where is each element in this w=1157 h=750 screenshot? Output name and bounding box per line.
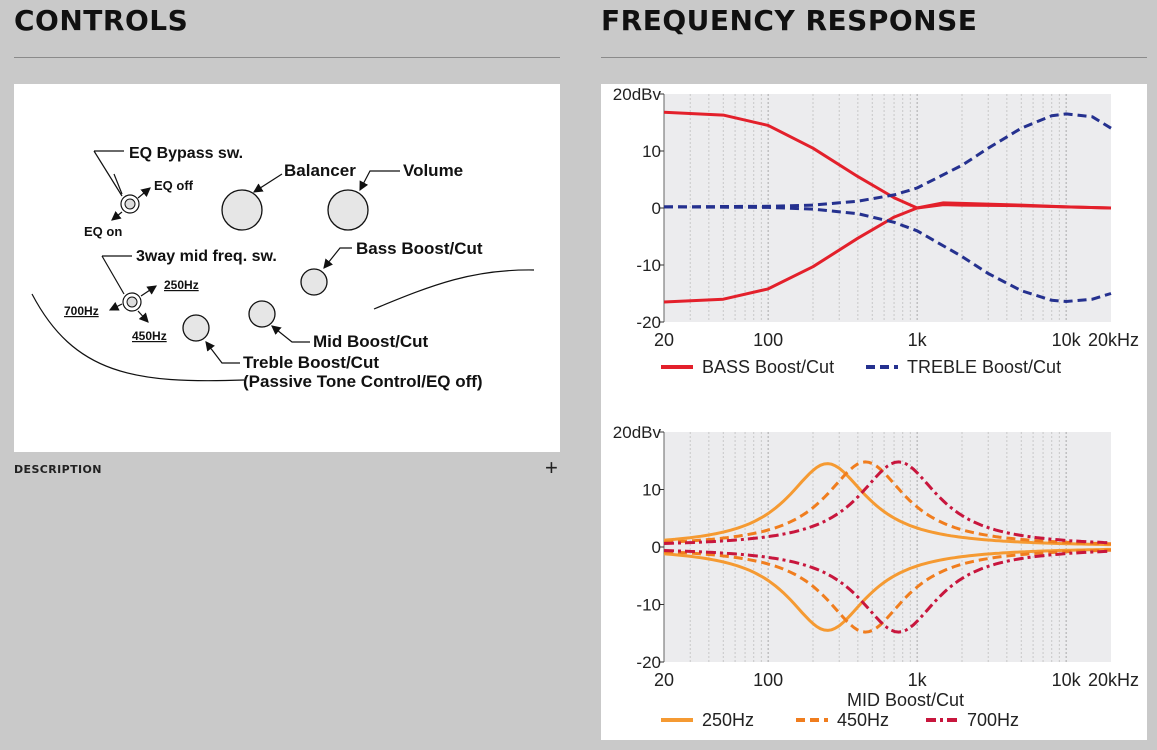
eq-bypass-switch: [120, 194, 140, 214]
series-line-treble-boost-cut: [663, 205, 1112, 303]
legend-label: TREBLE Boost/Cut: [907, 357, 1061, 377]
frequency-response-panel: 20dBv 10 0 -10 -20 20 100 1k 10k 20kHz BASS Boost/…: [601, 84, 1147, 740]
mid-freq-switch: [122, 292, 142, 312]
description-label: DESCRIPTION: [14, 463, 102, 476]
x-axis-label: MID Boost/Cut: [847, 690, 964, 710]
eq-off-label: EQ off: [154, 178, 194, 193]
series-line-450hz: [663, 460, 1112, 546]
balancer-label: Balancer: [284, 161, 356, 180]
plot-area-1: [664, 94, 1111, 322]
expand-description-button[interactable]: +: [545, 457, 558, 479]
eq-bypass-leader: [93, 150, 123, 197]
frequency-response-divider: [601, 57, 1147, 58]
700hz-label: 700Hz: [64, 304, 99, 318]
eq-on-label: EQ on: [84, 224, 122, 239]
frequency-response-title: FREQUENCY RESPONSE: [601, 4, 978, 37]
x-tick-label: 10k: [1052, 670, 1082, 690]
series-line-bass-boost-cut: [663, 203, 1112, 304]
body-outline-left: [31, 293, 245, 382]
controls-title: CONTROLS: [14, 4, 189, 37]
legend-label: 450Hz: [837, 710, 889, 730]
y-tick-label: 0: [652, 199, 661, 218]
y-tick-label: 10: [642, 142, 661, 161]
legend-label: BASS Boost/Cut: [702, 357, 834, 377]
y-tick-label: 0: [652, 538, 661, 557]
series-line-700hz: [663, 549, 1112, 634]
volume-label: Volume: [403, 161, 463, 180]
y-tick-label: -10: [636, 596, 661, 615]
body-outline-right: [373, 269, 535, 310]
controls-divider: [14, 57, 560, 58]
y-tick-label: -20: [636, 653, 661, 672]
y-tick-label: 20dBv: [613, 85, 662, 104]
mid-knob: [248, 300, 276, 328]
plot-area-2: [664, 432, 1111, 662]
mid-freq-switch-label: 3way mid freq. sw.: [136, 248, 277, 265]
x-tick-label: 20: [654, 670, 674, 690]
x-tick-label: 100: [753, 330, 783, 350]
series-line-treble-boost-cut: [663, 112, 1112, 209]
legend-label: 700Hz: [967, 710, 1019, 730]
x-tick-label: 100: [753, 670, 783, 690]
y-tick-label: 10: [642, 481, 661, 500]
bass-label: Bass Boost/Cut: [356, 239, 483, 258]
controls-diagram: EQ Bypass sw. EQ off EQ on Balancer Volu…: [14, 84, 560, 452]
250hz-label: 250Hz: [164, 278, 199, 292]
treble-label: Treble Boost/Cut: [243, 353, 379, 372]
x-tick-label: 20kHz: [1088, 330, 1139, 350]
balancer-knob: [221, 189, 263, 231]
bass-knob: [300, 268, 328, 296]
y-tick-label: -20: [636, 313, 661, 332]
treble-note-label: (Passive Tone Control/EQ off): [243, 372, 483, 391]
plus-icon: +: [545, 455, 558, 480]
x-tick-label: 20: [654, 330, 674, 350]
series-line-700hz: [663, 460, 1112, 545]
x-tick-label: 20kHz: [1088, 670, 1139, 690]
volume-knob: [327, 189, 369, 231]
treble-knob: [182, 314, 210, 342]
y-tick-label: -10: [636, 256, 661, 275]
450hz-label: 450Hz: [132, 329, 167, 343]
x-tick-label: 1k: [908, 670, 928, 690]
legend-label: 250Hz: [702, 710, 754, 730]
x-tick-label: 10k: [1052, 330, 1082, 350]
eq-bypass-label: EQ Bypass sw.: [129, 145, 243, 162]
mid-label: Mid Boost/Cut: [313, 332, 429, 351]
series-line-450hz: [663, 548, 1112, 634]
series-line-250hz: [663, 547, 1111, 632]
series-line-250hz: [663, 462, 1111, 547]
y-tick-label: 20dBv: [613, 423, 662, 442]
x-tick-label: 1k: [908, 330, 928, 350]
